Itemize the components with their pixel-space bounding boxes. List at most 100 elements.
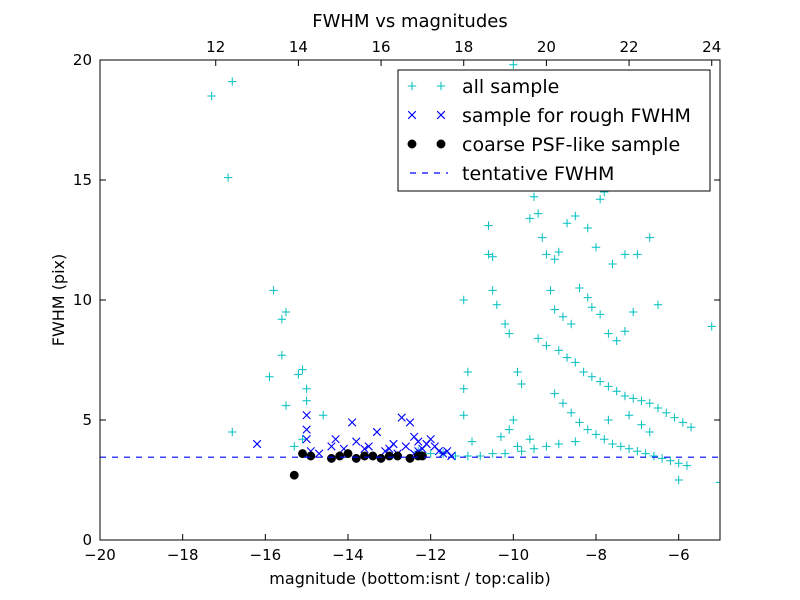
data-point (686, 423, 696, 432)
data-point (546, 286, 555, 295)
top-x-tick-label: 24 (702, 38, 721, 56)
data-point (554, 247, 563, 257)
data-point (405, 453, 415, 463)
data-point (314, 449, 324, 458)
x-tick-label: −6 (668, 546, 690, 564)
data-point (591, 243, 601, 252)
legend-frame (397, 69, 711, 192)
data-point (298, 449, 307, 459)
data-point (678, 418, 687, 427)
data-point (662, 408, 671, 417)
data-point (476, 451, 485, 461)
data-point (567, 408, 576, 417)
data-point (327, 442, 336, 451)
data-point (550, 255, 559, 264)
data-point (500, 449, 510, 458)
data-point (666, 456, 675, 465)
data-point (633, 250, 642, 259)
top-x-tick-label: 20 (537, 38, 556, 56)
data-point (298, 435, 307, 444)
data-point (641, 449, 650, 458)
legend-label: tentative FWHM (462, 163, 614, 185)
y-tick-label: 0 (82, 531, 92, 549)
top-x-tick-label: 16 (372, 38, 391, 56)
x-tick-label: −8 (585, 546, 607, 564)
data-point (463, 451, 473, 461)
x-tick-label: −18 (167, 546, 199, 564)
data-point (542, 442, 551, 451)
data-point (608, 259, 617, 269)
data-point (393, 451, 403, 461)
data-layer (100, 60, 720, 487)
data-point (277, 351, 287, 360)
data-point (674, 459, 683, 468)
data-point (496, 432, 506, 441)
legend-marker-icon (436, 110, 446, 120)
data-point (223, 173, 233, 182)
data-point (364, 442, 373, 451)
data-point (583, 293, 592, 302)
data-point (500, 319, 510, 329)
data-point (558, 312, 568, 321)
data-point (571, 211, 580, 221)
data-point (434, 447, 444, 456)
legend-label: sample for rough FWHM (462, 105, 691, 127)
legend-marker-icon (407, 110, 417, 120)
data-point (657, 454, 667, 463)
data-point (384, 451, 394, 461)
data-point (517, 447, 526, 456)
data-point (228, 427, 237, 437)
data-point (302, 435, 311, 444)
legend-label: all sample (462, 76, 559, 98)
data-point (405, 418, 415, 427)
data-point (620, 327, 630, 336)
data-point (298, 365, 307, 374)
data-point (505, 329, 514, 338)
data-point (624, 411, 634, 420)
data-point (401, 442, 411, 451)
data-point (331, 435, 340, 444)
data-point (265, 372, 274, 381)
data-point (426, 435, 435, 444)
data-point (529, 444, 539, 453)
data-point (269, 286, 278, 295)
data-point (290, 442, 299, 451)
top-x-tick-label: 14 (289, 38, 308, 56)
data-point (459, 384, 468, 393)
data-point (653, 403, 663, 413)
data-point (352, 437, 361, 446)
x-axis-label: magnitude (bottom:isnt / top:calib) (269, 569, 550, 588)
data-point (604, 329, 613, 338)
data-point (612, 387, 621, 396)
y-tick-label: 5 (82, 411, 92, 429)
y-axis-label: FWHM (pix) (49, 254, 68, 347)
data-point (281, 307, 291, 317)
data-point (629, 307, 638, 317)
data-point (653, 300, 663, 309)
data-point (575, 283, 584, 293)
data-point (351, 453, 361, 463)
data-point (600, 435, 609, 444)
data-point (583, 223, 592, 233)
data-point (302, 396, 311, 405)
data-point (550, 389, 559, 398)
data-point (595, 195, 605, 204)
data-point (451, 451, 460, 461)
data-point (682, 461, 692, 470)
data-point (459, 295, 468, 305)
data-point (447, 451, 456, 461)
data-point (670, 413, 679, 422)
data-point (562, 353, 572, 362)
data-point (575, 418, 584, 427)
data-point (554, 346, 563, 355)
legend-marker-icon (436, 81, 446, 91)
data-point (612, 336, 621, 345)
data-point (289, 470, 299, 480)
series-coarse-psf-like-sample (289, 449, 427, 480)
data-point (228, 77, 237, 86)
data-point (281, 401, 291, 410)
data-point (513, 367, 522, 377)
data-point (579, 367, 588, 377)
data-point (488, 286, 497, 295)
